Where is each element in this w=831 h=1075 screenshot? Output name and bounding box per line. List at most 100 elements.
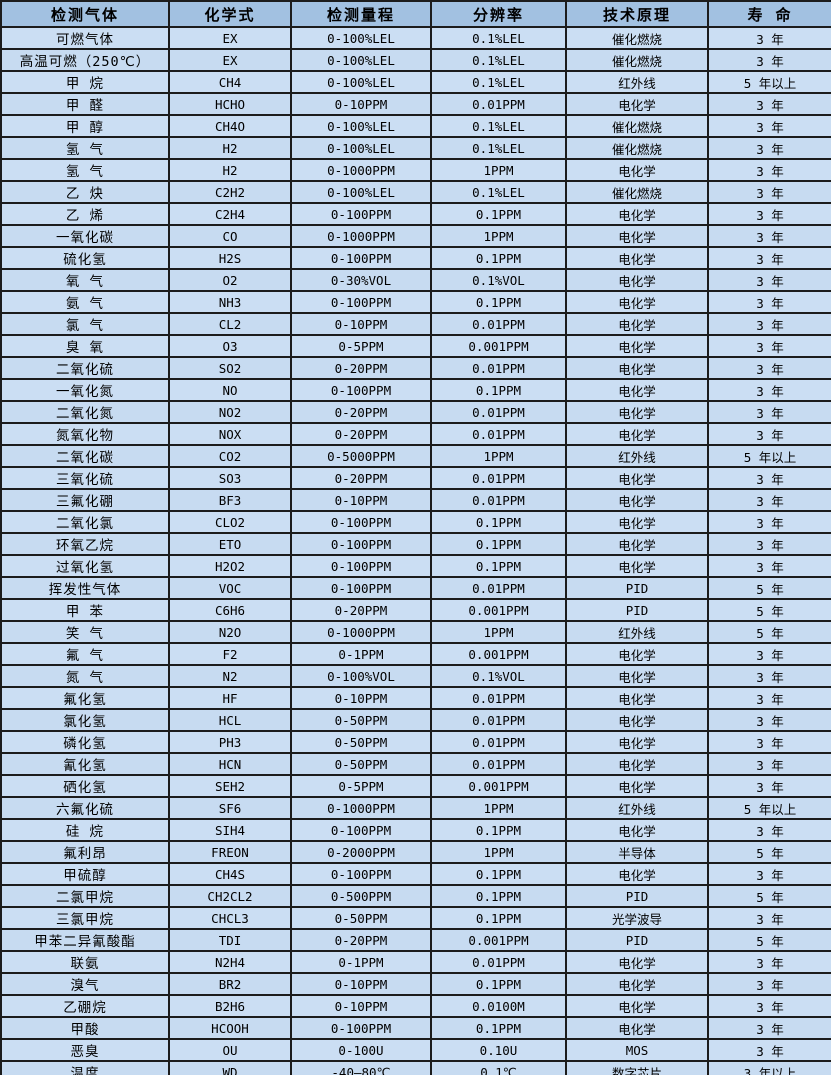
cell-gas: 乙 烯 xyxy=(0,202,170,226)
cell-range: 0-1PPM xyxy=(290,642,432,666)
cell-gas: 过氧化氢 xyxy=(0,554,170,578)
cell-range: 0-100%VOL xyxy=(290,664,432,688)
cell-range: 0-2000PPM xyxy=(290,840,432,864)
cell-gas: 氰化氢 xyxy=(0,752,170,776)
cell-resolution: 0.1PPM xyxy=(430,884,567,908)
cell-lifespan: 3 年 xyxy=(707,422,831,446)
cell-gas: 氯 气 xyxy=(0,312,170,336)
cell-resolution: 0.01PPM xyxy=(430,312,567,336)
cell-resolution: 0.001PPM xyxy=(430,334,567,358)
cell-formula: C2H4 xyxy=(168,202,292,226)
table-row: 甲硫醇 CH4S 0-100PPM 0.1PPM 电化学 3 年 xyxy=(0,862,831,886)
cell-lifespan: 3 年 xyxy=(707,554,831,578)
cell-lifespan: 3 年 xyxy=(707,642,831,666)
cell-range: 0-10PPM xyxy=(290,972,432,996)
cell-resolution: 0.1PPM xyxy=(430,246,567,270)
table-row: 甲 醇 CH4O 0-100%LEL 0.1%LEL 催化燃烧 3 年 xyxy=(0,114,831,138)
cell-gas: 氯化氢 xyxy=(0,708,170,732)
cell-formula: H2 xyxy=(168,158,292,182)
cell-principle: 催化燃烧 xyxy=(565,48,709,72)
cell-lifespan: 3 年 xyxy=(707,686,831,710)
cell-formula: HCOOH xyxy=(168,1016,292,1040)
cell-lifespan: 3 年 xyxy=(707,510,831,534)
cell-resolution: 0.1PPM xyxy=(430,290,567,314)
cell-formula: H2 xyxy=(168,136,292,160)
cell-formula: CLO2 xyxy=(168,510,292,534)
cell-principle: PID xyxy=(565,884,709,908)
cell-resolution: 0.10U xyxy=(430,1038,567,1062)
table-row: 硅 烷 SIH4 0-100PPM 0.1PPM 电化学 3 年 xyxy=(0,818,831,842)
table-row: 二氧化氮 NO2 0-20PPM 0.01PPM 电化学 3 年 xyxy=(0,400,831,424)
cell-resolution: 0.001PPM xyxy=(430,598,567,622)
cell-range: 0-100PPM xyxy=(290,290,432,314)
cell-principle: 电化学 xyxy=(565,356,709,380)
cell-formula: CHCL3 xyxy=(168,906,292,930)
cell-lifespan: 3 年 xyxy=(707,246,831,270)
cell-principle: 电化学 xyxy=(565,1016,709,1040)
cell-principle: 电化学 xyxy=(565,554,709,578)
cell-resolution: 0.1PPM xyxy=(430,862,567,886)
cell-resolution: 1PPM xyxy=(430,158,567,182)
table-row: 二氧化硫 SO2 0-20PPM 0.01PPM 电化学 3 年 xyxy=(0,356,831,380)
cell-formula: F2 xyxy=(168,642,292,666)
cell-gas: 甲酸 xyxy=(0,1016,170,1040)
cell-formula: NO xyxy=(168,378,292,402)
cell-formula: O2 xyxy=(168,268,292,292)
cell-gas: 高温可燃（250℃） xyxy=(0,48,170,72)
cell-resolution: 1PPM xyxy=(430,620,567,644)
cell-gas: 乙 炔 xyxy=(0,180,170,204)
cell-gas: 二氧化碳 xyxy=(0,444,170,468)
cell-formula: EX xyxy=(168,26,292,50)
cell-range: 0-5PPM xyxy=(290,774,432,798)
cell-lifespan: 5 年 xyxy=(707,576,831,600)
cell-formula: H2S xyxy=(168,246,292,270)
cell-principle: 电化学 xyxy=(565,158,709,182)
table-row: 六氟化硫 SF6 0-1000PPM 1PPM 红外线 5 年以上 xyxy=(0,796,831,820)
cell-range: 0-100PPM xyxy=(290,1016,432,1040)
cell-gas: 温度 xyxy=(0,1060,170,1075)
cell-principle: 红外线 xyxy=(565,620,709,644)
cell-formula: NOX xyxy=(168,422,292,446)
cell-formula: N2O xyxy=(168,620,292,644)
table-row: 氟 气 F2 0-1PPM 0.001PPM 电化学 3 年 xyxy=(0,642,831,666)
cell-gas: 一氧化碳 xyxy=(0,224,170,248)
cell-resolution: 0.1%LEL xyxy=(430,26,567,50)
cell-gas: 氟利昂 xyxy=(0,840,170,864)
cell-formula: H2O2 xyxy=(168,554,292,578)
cell-principle: 光学波导 xyxy=(565,906,709,930)
cell-range: 0-5PPM xyxy=(290,334,432,358)
cell-range: 0-5000PPM xyxy=(290,444,432,468)
cell-resolution: 0.1℃ xyxy=(430,1060,567,1075)
cell-lifespan: 3 年 xyxy=(707,202,831,226)
cell-range: 0-100%LEL xyxy=(290,70,432,94)
cell-lifespan: 3 年 xyxy=(707,664,831,688)
cell-resolution: 0.01PPM xyxy=(430,950,567,974)
cell-principle: 电化学 xyxy=(565,92,709,116)
cell-formula: SO3 xyxy=(168,466,292,490)
cell-gas: 二氧化氮 xyxy=(0,400,170,424)
cell-principle: 电化学 xyxy=(565,400,709,424)
cell-principle: 电化学 xyxy=(565,774,709,798)
cell-resolution: 0.001PPM xyxy=(430,642,567,666)
cell-lifespan: 5 年 xyxy=(707,928,831,952)
table-row: 甲 醛 HCHO 0-10PPM 0.01PPM 电化学 3 年 xyxy=(0,92,831,116)
cell-formula: O3 xyxy=(168,334,292,358)
cell-range: 0-100%LEL xyxy=(290,136,432,160)
cell-principle: MOS xyxy=(565,1038,709,1062)
cell-range: 0-50PPM xyxy=(290,752,432,776)
cell-resolution: 0.01PPM xyxy=(430,686,567,710)
cell-lifespan: 3 年 xyxy=(707,136,831,160)
cell-formula: N2 xyxy=(168,664,292,688)
cell-formula: SEH2 xyxy=(168,774,292,798)
cell-resolution: 0.1PPM xyxy=(430,532,567,556)
cell-resolution: 0.01PPM xyxy=(430,422,567,446)
table-row: 乙硼烷 B2H6 0-10PPM 0.0100M 电化学 3 年 xyxy=(0,994,831,1018)
cell-principle: 电化学 xyxy=(565,752,709,776)
cell-gas: 氨 气 xyxy=(0,290,170,314)
cell-lifespan: 3 年 xyxy=(707,180,831,204)
cell-formula: HF xyxy=(168,686,292,710)
cell-range: 0-20PPM xyxy=(290,466,432,490)
cell-gas: 甲 醇 xyxy=(0,114,170,138)
cell-gas: 磷化氢 xyxy=(0,730,170,754)
cell-range: -40—80℃ xyxy=(290,1060,432,1075)
